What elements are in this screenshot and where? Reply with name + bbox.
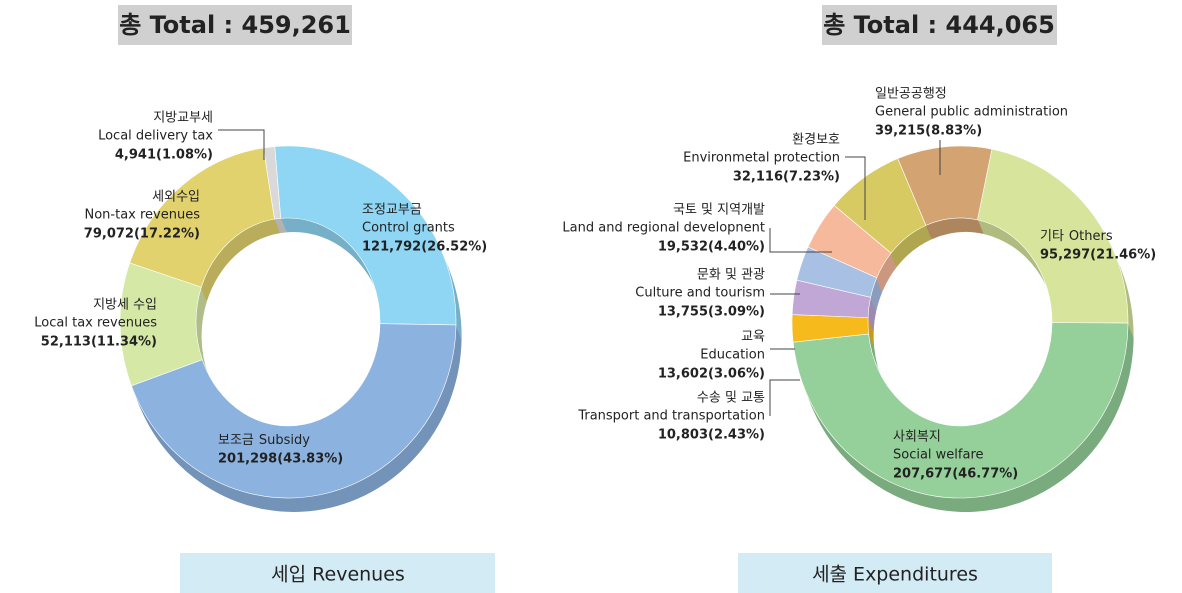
label-ko: 조정교부금 (362, 203, 422, 218)
label-en: Local tax revenues (34, 316, 157, 331)
label-ko: 국토 및 지역개발 (673, 203, 765, 218)
leader-line (769, 228, 832, 253)
value-label: 207,677(46.77%) (893, 467, 1018, 482)
label-en: Others (1069, 229, 1113, 244)
slice (897, 145, 993, 226)
slice (792, 322, 1129, 499)
label-ko: 문화 및 관광 (697, 268, 765, 283)
value-label: 39,215(8.83%) (875, 124, 982, 139)
slice (274, 145, 457, 326)
caption: 세입 Revenues (271, 564, 405, 586)
label-en: Land and regional developnent (562, 221, 765, 236)
title-box (118, 5, 352, 45)
leader-line (769, 379, 800, 416)
label-ko: 교육 (741, 330, 765, 345)
label-en: Social welfare (893, 448, 984, 463)
chart-title: 총 Total : 444,065 (823, 11, 1055, 39)
label-ko: 지방세 수입 (93, 298, 157, 313)
value-label: 52,113(11.34%) (41, 335, 157, 350)
value-label: 13,602(3.06%) (658, 367, 765, 382)
leader-line (845, 156, 866, 220)
label-en: Non-tax revenues (85, 208, 201, 223)
label-en: Culture and tourism (635, 286, 765, 301)
slice-label: 기타 Others (1040, 229, 1113, 244)
caption: 세출 Expenditures (812, 564, 978, 586)
label-ko: 일반공공행정 (875, 86, 947, 102)
value-label: 19,532(4.40%) (658, 240, 765, 255)
slice (977, 148, 1129, 324)
caption-box (180, 553, 495, 593)
value-label: 121,792(26.52%) (362, 240, 487, 255)
label-ko: 사회복지 (893, 430, 941, 445)
label-en: Education (700, 348, 765, 363)
label-ko: 기타 (1040, 229, 1064, 244)
label-ko: 지방교부세 (153, 111, 213, 126)
value-label: 79,072(17.22%) (84, 227, 200, 242)
value-label: 201,298(43.83%) (218, 452, 343, 467)
value-label: 13,755(3.09%) (658, 305, 765, 320)
leader-line (218, 129, 265, 160)
label-en: Control grants (362, 221, 455, 236)
value-label: 4,941(1.08%) (115, 148, 213, 163)
label-en: Environmetal protection (683, 151, 840, 166)
label-ko: 환경보호 (792, 133, 840, 148)
slice (131, 323, 457, 499)
label-en: Subsidy (259, 433, 310, 448)
label-en: General public administration (875, 105, 1068, 120)
slice-label: 보조금 Subsidy (218, 433, 310, 448)
value-label: 10,803(2.43%) (658, 428, 765, 443)
value-label: 95,297(21.46%) (1040, 248, 1156, 263)
slice (263, 146, 282, 220)
label-ko: 수송 및 교통 (697, 391, 765, 406)
value-label: 32,116(7.23%) (733, 170, 840, 185)
title-box (822, 5, 1057, 45)
chart-title: 총 Total : 459,261 (119, 11, 351, 39)
caption-box (738, 553, 1052, 593)
label-ko: 세외수입 (152, 190, 200, 205)
label-en: Local delivery tax (98, 129, 213, 144)
label-ko: 보조금 (218, 433, 254, 448)
label-en: Transport and transportation (577, 409, 765, 424)
